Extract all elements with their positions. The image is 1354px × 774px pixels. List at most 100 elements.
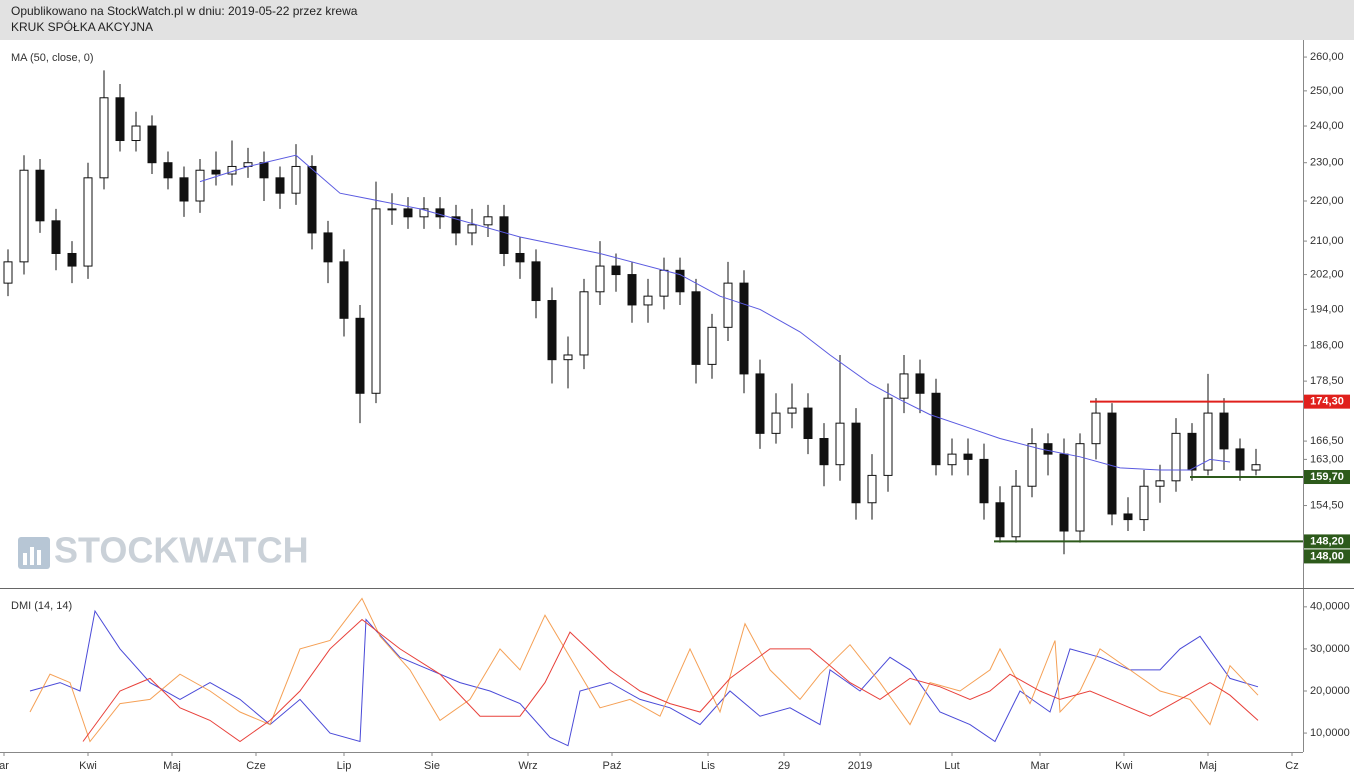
candle-body [259,162,269,179]
candle-body [451,216,461,234]
y-tick-label: 40,0000 [1310,601,1350,613]
price-tag [1304,534,1350,549]
candle-body [547,300,557,361]
price-tag-label: 174,30 [1310,396,1344,408]
candle-body [867,474,877,504]
candle-body [19,169,29,263]
candle-body [659,269,669,297]
candle-body [899,373,909,399]
watermark: STOCKWATCH [18,530,309,571]
y-tick-label: 154,50 [1310,499,1344,511]
candle-body [483,216,493,226]
candle-body [979,458,989,504]
candle-body [499,216,509,254]
candle-body [3,261,13,284]
candle-body [739,282,749,375]
y-tick-label: 30,0000 [1310,643,1350,655]
y-tick-label: 178,50 [1310,375,1344,387]
candle-body [1059,453,1069,532]
candle-body [851,422,861,504]
y-tick-label: 260,00 [1310,51,1344,63]
candle-body [563,354,573,361]
indicator-label: DMI (14, 14) [11,600,72,612]
watermark-icon [37,550,41,565]
candle-body [1171,432,1181,482]
candle-body [675,269,685,293]
watermark-text: STOCKWATCH [54,530,309,571]
candle-body [1139,485,1149,521]
x-tick-label: Maj [1199,760,1217,772]
candle-body [99,97,109,179]
candle-body [1187,432,1197,471]
candle-body [67,252,77,267]
y-tick-label: 240,00 [1310,120,1344,132]
candle-body [1251,464,1261,471]
x-tick-label: Cz [1285,760,1298,772]
candle-body [435,208,445,218]
published-note: Opublikowano na StockWatch.pl w dniu: 20… [11,4,358,18]
x-tick-label: Kwi [1115,760,1133,772]
candle-body [963,453,973,460]
y-tick-label: 194,00 [1310,303,1344,315]
x-tick-label: 29 [778,760,790,772]
y-tick-label: 220,00 [1310,195,1344,207]
price-tag-label: 159,70 [1310,471,1344,483]
candle-body [803,407,813,440]
y-tick-label: 10,0000 [1310,727,1350,739]
candle-body [819,438,829,466]
candle-body [627,274,637,306]
candle-body [1123,513,1133,521]
candle-body [595,265,605,293]
price-tag [1304,394,1350,409]
candle-body [35,169,45,222]
candle-body [1011,485,1021,538]
candle-body [1075,443,1085,532]
candle-body [371,208,381,394]
price-tag-label: 148,00 [1310,550,1344,562]
candle-body [915,373,925,394]
dmi-line [82,618,1259,743]
candle-body [51,220,61,254]
y-tick-label: 163,00 [1310,453,1344,465]
candle-body [931,392,941,466]
candle-body [1027,443,1037,487]
candle-body [307,165,317,234]
x-tick-label: Mar [1031,760,1050,772]
x-tick-label: Kwi [79,760,97,772]
y-tick-label: 210,00 [1310,235,1344,247]
company-name: KRUK SPÓŁKA AKCYJNA [11,19,153,34]
candle-body [275,177,285,194]
candle-body [643,295,653,306]
candle-body [579,291,589,356]
y-tick-label: 20,0000 [1310,685,1350,697]
candle-body [1235,448,1245,471]
watermark-icon [30,547,34,565]
candle-body [419,208,429,218]
candle-body [1203,412,1213,471]
candle-body [883,397,893,476]
dmi-line [29,597,1259,743]
y-tick-label: 230,00 [1310,157,1344,169]
candle-body [1043,443,1053,455]
candle-body [291,165,301,194]
x-tick-label: 2019 [848,760,872,772]
x-tick-label: Cze [246,760,266,772]
candle-body [707,326,717,365]
candle-body [835,422,845,466]
x-tick-label: Maj [163,760,181,772]
candle-body [723,282,733,328]
indicator-label: MA (50, close, 0) [11,52,94,64]
y-tick-label: 250,00 [1310,85,1344,97]
candle-body [83,177,93,267]
x-tick-label: Paź [603,760,622,772]
candle-body [195,169,205,202]
candle-body [691,291,701,365]
x-tick-label: Sie [424,760,440,772]
candle-body [387,208,397,211]
price-tag-label: 148,20 [1310,535,1344,547]
candle-body [211,169,221,175]
candle-body [163,162,173,179]
dmi-line [29,609,1259,747]
candle-body [467,224,477,234]
